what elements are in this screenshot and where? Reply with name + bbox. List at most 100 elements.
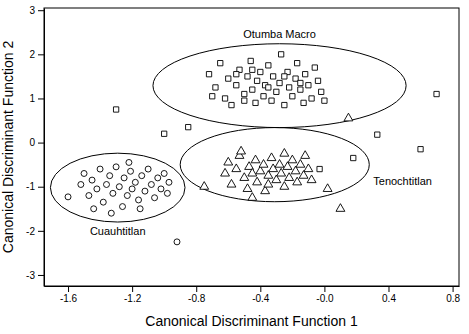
point: [275, 160, 284, 168]
x-tick: 0.4: [382, 286, 396, 304]
x-tick: -0.4: [252, 286, 270, 304]
x-tick: -0.8: [188, 286, 206, 304]
x-tick-label: -1.6: [60, 293, 78, 304]
point: [245, 74, 250, 79]
point: [227, 179, 236, 187]
y-tick-mark: [38, 143, 44, 144]
x-tick-label: -0.8: [188, 293, 206, 304]
point: [142, 188, 148, 194]
point: [278, 52, 283, 57]
point: [301, 100, 306, 105]
point: [351, 155, 356, 160]
y-tick-mark: [38, 231, 44, 232]
point: [242, 91, 247, 96]
x-tick: 0.8: [446, 286, 460, 304]
point: [253, 177, 262, 185]
y-axis-line: [44, 9, 45, 287]
y-tick-label: 0: [29, 137, 35, 148]
point: [234, 83, 239, 88]
x-tick-mark: [388, 286, 389, 292]
group-labels: Otumba MacroTenochtitlanCuauhtitlan: [90, 28, 432, 237]
point: [254, 78, 259, 83]
y-tick: 2: [29, 49, 44, 60]
point: [240, 173, 249, 181]
point: [315, 78, 320, 83]
x-tick-label: 0.4: [382, 293, 396, 304]
point: [116, 184, 122, 190]
y-tick-mark: [38, 187, 44, 188]
point: [91, 206, 97, 212]
point: [94, 186, 100, 192]
x-axis-title: Canonical Discriminant Function 1: [145, 313, 358, 329]
point: [210, 94, 215, 99]
point: [298, 87, 303, 92]
y-tick-label: 1: [29, 93, 35, 104]
y-tick-mark: [38, 275, 44, 276]
x-tick-mark: [68, 286, 69, 292]
point: [282, 74, 287, 79]
point: [213, 85, 218, 90]
point: [200, 182, 209, 190]
point: [323, 184, 332, 192]
point: [248, 58, 253, 63]
point: [237, 146, 246, 154]
point: [110, 190, 116, 196]
point: [65, 194, 71, 200]
point: [243, 184, 252, 192]
point: [206, 72, 211, 77]
point: [120, 204, 126, 210]
y-tick: -1: [26, 181, 44, 192]
point: [277, 80, 282, 85]
x-tick-mark: [260, 286, 261, 292]
point: [137, 206, 143, 212]
point: [152, 195, 158, 201]
point: [78, 182, 84, 188]
point: [258, 69, 263, 74]
point: [264, 179, 273, 187]
point: [126, 159, 132, 165]
x-tick-label: 0.8: [446, 293, 460, 304]
point: [139, 173, 145, 179]
point: [248, 193, 257, 201]
point: [234, 72, 239, 77]
point: [309, 96, 314, 101]
point: [222, 96, 227, 101]
point: [344, 113, 353, 121]
plot-frame: [44, 8, 459, 286]
point: [218, 61, 223, 66]
group-label: Otumba Macro: [243, 28, 316, 40]
point: [158, 186, 164, 192]
point: [307, 175, 316, 183]
point: [280, 149, 289, 157]
point: [301, 151, 310, 159]
y-tick: 0: [29, 137, 44, 148]
point: [174, 239, 180, 245]
marks: [50, 44, 439, 245]
point: [162, 131, 167, 136]
group-label: Tenochtitlan: [373, 175, 432, 187]
point: [132, 179, 138, 185]
point: [100, 199, 106, 205]
point: [253, 100, 258, 105]
y-tick-mark: [38, 54, 44, 55]
point: [166, 179, 172, 185]
point: [107, 173, 113, 179]
point: [224, 157, 233, 165]
plot: -1.6-1.2-0.8-0.4-0.00.40.8-3-2-10123Otum…: [26, 5, 460, 304]
chart: -1.6-1.2-0.8-0.4-0.00.40.8-3-2-10123Otum…: [0, 0, 469, 334]
group-ellipse: [153, 44, 406, 128]
group-ellipse: [50, 153, 185, 222]
y-tick-label: -3: [26, 270, 35, 281]
point: [418, 147, 423, 152]
point: [250, 87, 255, 92]
point: [89, 177, 95, 183]
x-axis-line: [45, 286, 460, 287]
group-ellipse: [180, 128, 369, 202]
y-tick-label: 2: [29, 49, 35, 60]
point: [81, 170, 87, 176]
point: [290, 94, 295, 99]
point: [270, 74, 275, 79]
x-tick-label: -1.2: [124, 293, 142, 304]
point: [298, 80, 303, 85]
point: [274, 89, 279, 94]
